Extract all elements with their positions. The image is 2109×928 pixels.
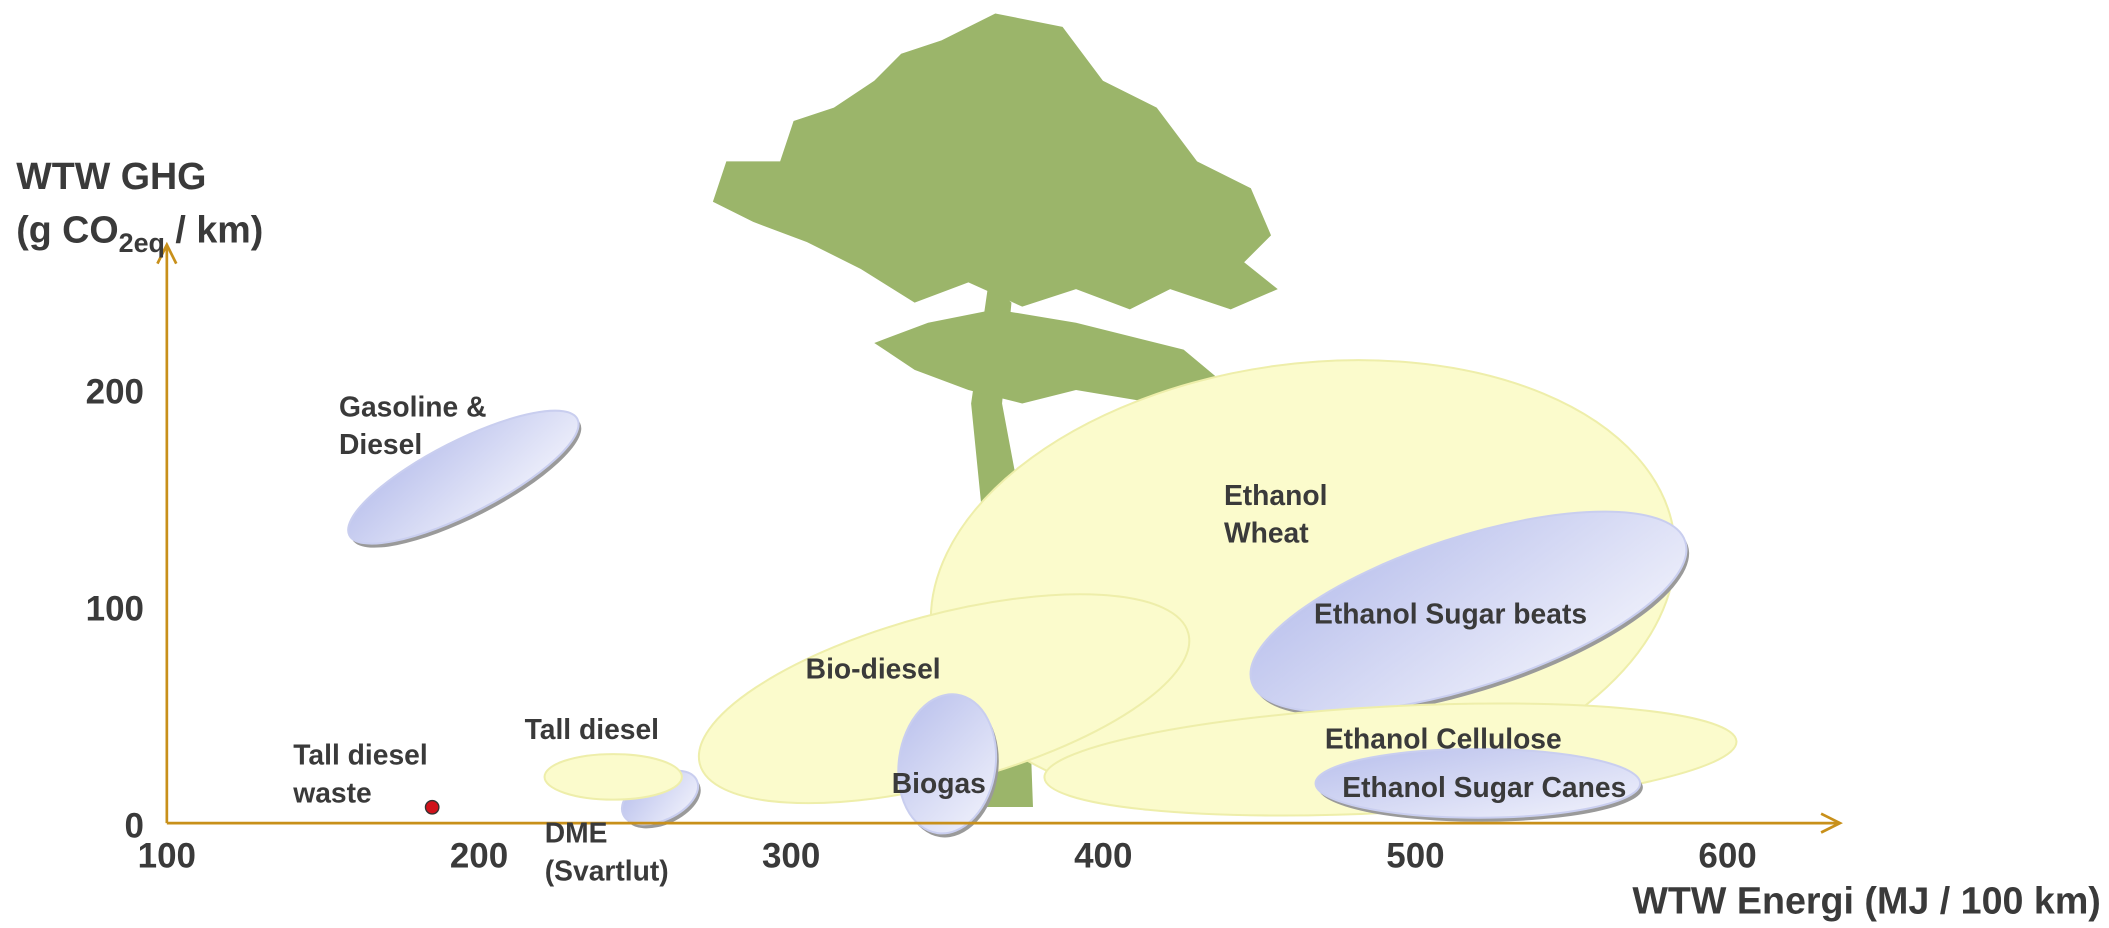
y-axis-title-part: (g CO bbox=[16, 209, 118, 251]
y-axis-title: (g CO2eq / km) bbox=[16, 209, 263, 258]
x-tick-label: 400 bbox=[1074, 836, 1132, 875]
ellipse-region bbox=[347, 409, 580, 545]
ellipse-label: (Svartlut) bbox=[545, 854, 669, 886]
x-tick-label: 100 bbox=[138, 836, 196, 875]
ellipse-label: Tall diesel bbox=[293, 739, 427, 771]
ellipse-label: Wheat bbox=[1224, 517, 1309, 549]
ellipse-label: Bio-diesel bbox=[806, 653, 941, 685]
ellipse-region bbox=[543, 753, 683, 801]
point bbox=[424, 799, 440, 815]
y-tick-label: 0 bbox=[125, 807, 144, 846]
ellipse-region bbox=[897, 693, 998, 835]
ellipse-label: Ethanol Sugar beats bbox=[1314, 597, 1587, 629]
ellipse-label: Biogas bbox=[892, 767, 986, 799]
y-axis-title: WTW GHG bbox=[16, 155, 206, 197]
ellipse-region bbox=[1249, 510, 1688, 713]
x-tick-label: 200 bbox=[450, 836, 508, 875]
y-axis-title-part: / km) bbox=[165, 209, 263, 251]
ellipse-label: Tall diesel bbox=[525, 713, 659, 745]
x-tick-label: 500 bbox=[1386, 836, 1444, 875]
ellipse-label: waste bbox=[292, 776, 371, 808]
y-tick-label: 200 bbox=[86, 372, 144, 411]
x-axis-title: WTW Energi (MJ / 100 km) bbox=[1632, 880, 2101, 922]
y-tick-label: 100 bbox=[86, 590, 144, 629]
ellipse-label: DME bbox=[545, 817, 608, 849]
x-axis-arrow bbox=[1820, 812, 1843, 834]
ellipse-label: Ethanol bbox=[1224, 479, 1328, 511]
ellipse-region bbox=[1314, 748, 1642, 819]
x-tick-label: 300 bbox=[762, 836, 820, 875]
ellipse-label: Diesel bbox=[339, 428, 422, 460]
ellipse-label: Ethanol Cellulose bbox=[1325, 723, 1562, 755]
x-tick-label: 600 bbox=[1698, 836, 1756, 875]
y-axis-title-subscript: 2eq bbox=[119, 228, 165, 258]
ellipse-label: Gasoline & bbox=[339, 390, 486, 422]
ellipse-label: Ethanol Sugar Canes bbox=[1342, 771, 1626, 803]
y-axis-arrow bbox=[156, 241, 178, 265]
